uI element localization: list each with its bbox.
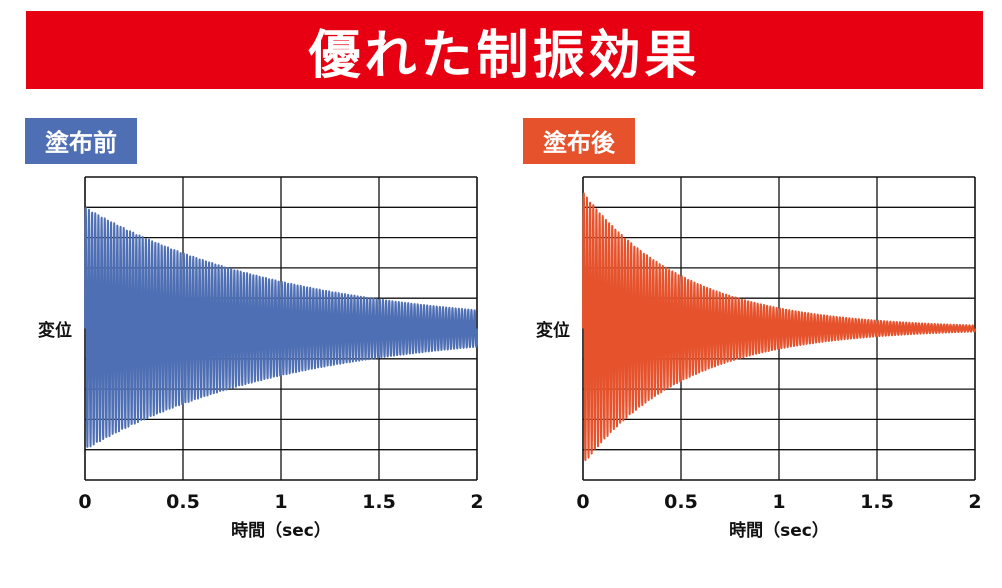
x-axis-label: 時間（sec） [231,520,331,541]
y-axis-label: 変位 [38,320,72,341]
chart-after-svg: 塗布後 0 0.5 1 1.5 2 変位 時間（sec） [523,118,982,541]
plot-area [84,206,478,448]
chart-title: 塗布後 [543,129,616,157]
chart-after: 塗布後 0 0.5 1 1.5 2 変位 時間（sec） [513,118,993,558]
x-tick-labels: 0 0.5 1 1.5 2 [576,491,981,513]
x-tick-label: 1 [274,491,287,513]
x-tick-label: 1.5 [860,491,894,513]
x-tick-label: 2 [470,491,483,513]
x-tick-label: 1.5 [362,491,396,513]
x-tick-label: 0 [576,491,589,513]
plot-area [582,192,976,462]
x-tick-labels: 0 0.5 1 1.5 2 [78,491,483,513]
x-tick-label: 1 [772,491,785,513]
series-line [84,206,478,448]
series-line [582,192,976,462]
x-tick-label: 0.5 [166,491,200,513]
chart-before: 塗布前 0 0.5 1 1.5 2 変位 時間（sec） [15,118,495,558]
x-axis-label: 時間（sec） [729,520,829,541]
chart-title-badge [523,118,635,164]
page-title: 優れた制振効果 [308,25,701,86]
chart-title-badge [25,118,137,164]
x-tick-label: 2 [968,491,981,513]
x-tick-label: 0.5 [664,491,698,513]
x-tick-label: 0 [78,491,91,513]
y-axis-label: 変位 [536,320,570,341]
chart-title: 塗布前 [45,129,117,157]
chart-before-svg: 塗布前 0 0.5 1 1.5 2 変位 時間（sec） [25,118,484,541]
title-banner: 優れた制振効果 [26,11,983,89]
